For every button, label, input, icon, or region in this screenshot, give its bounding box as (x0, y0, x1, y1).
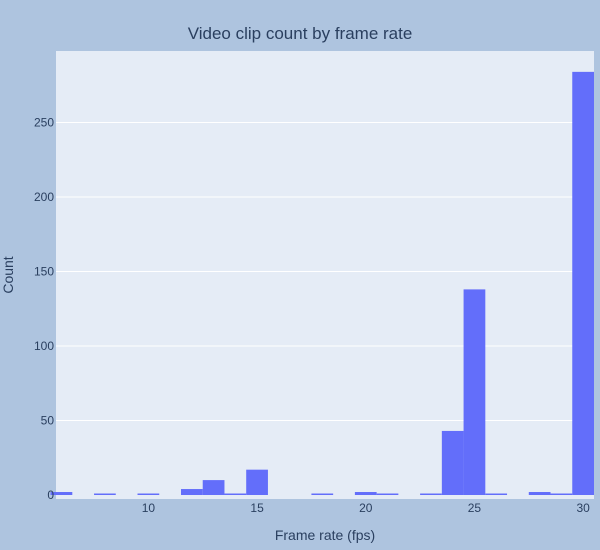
y-tick-label: 150 (34, 265, 54, 279)
bars (50, 71, 594, 495)
y-tick-label: 200 (34, 190, 54, 204)
bar (528, 492, 551, 495)
y-tick-label: 0 (47, 488, 54, 502)
bar (572, 71, 594, 495)
x-axis-label: Frame rate (fps) (275, 527, 375, 543)
chart-title: Video clip count by frame rate (188, 24, 413, 43)
bar (485, 493, 508, 495)
y-axis-label: Count (0, 256, 16, 293)
bar (224, 493, 247, 495)
x-axis-ticks: 10 15 20 25 30 (142, 501, 590, 515)
bar (202, 480, 225, 495)
bar (246, 469, 268, 495)
x-tick-label: 20 (359, 501, 373, 515)
plot-area (56, 51, 594, 499)
bar (420, 493, 442, 495)
bar (137, 493, 160, 495)
bar (180, 489, 203, 495)
bar (463, 289, 486, 495)
x-tick-label: 10 (142, 501, 156, 515)
bar (550, 493, 573, 495)
gridlines (56, 122, 594, 422)
bar (311, 493, 334, 495)
bar (94, 493, 116, 495)
bar (50, 492, 73, 495)
bar (354, 492, 377, 495)
y-tick-label: 250 (34, 116, 54, 130)
x-tick-label: 25 (468, 501, 482, 515)
y-tick-label: 50 (41, 414, 55, 428)
bar (441, 430, 464, 495)
y-tick-label: 100 (34, 339, 54, 353)
y-axis-ticks: 0 50 100 150 200 250 (34, 116, 54, 502)
bar (376, 493, 399, 495)
x-tick-label: 30 (576, 501, 590, 515)
x-tick-label: 15 (250, 501, 264, 515)
